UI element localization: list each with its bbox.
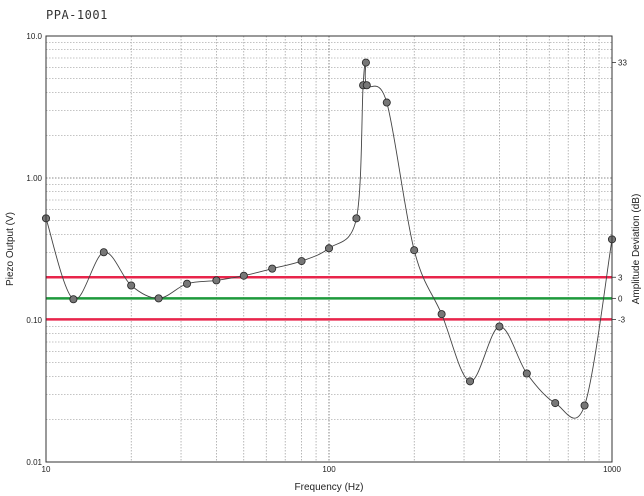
y-tick-label: 0.10 bbox=[26, 316, 42, 325]
data-point bbox=[437, 310, 446, 319]
plot-frame bbox=[45, 35, 613, 463]
data-point bbox=[268, 264, 277, 273]
data-point bbox=[212, 276, 221, 285]
data-point bbox=[361, 58, 370, 67]
y2-tick-label: -3 bbox=[618, 315, 626, 324]
data-point bbox=[352, 214, 361, 223]
data-point bbox=[297, 257, 306, 266]
y2-tick-label: 33 bbox=[618, 59, 627, 68]
data-point bbox=[495, 322, 504, 331]
data-point bbox=[522, 369, 531, 378]
data-point bbox=[183, 279, 192, 288]
series-points bbox=[42, 58, 617, 410]
data-point bbox=[410, 246, 419, 255]
data-point bbox=[154, 294, 163, 303]
data-point bbox=[382, 98, 391, 107]
reference-lines bbox=[46, 276, 612, 321]
x-tick-label: 100 bbox=[322, 465, 336, 474]
data-point bbox=[466, 377, 475, 386]
x-tick-label: 1000 bbox=[603, 465, 621, 474]
data-point bbox=[127, 281, 136, 290]
x-tick-label: 10 bbox=[42, 465, 51, 474]
x-axis-label: Frequency (Hz) bbox=[295, 482, 364, 493]
chart-title: PPA-1001 bbox=[46, 8, 108, 22]
y2-tick-label: 3 bbox=[618, 273, 623, 282]
y-tick-label: 10.0 bbox=[26, 32, 42, 41]
data-point bbox=[69, 295, 78, 304]
y-tick-label: 1.00 bbox=[26, 174, 42, 183]
data-point bbox=[580, 401, 589, 410]
y2-axis-label: Amplitude Deviation (dB) bbox=[631, 194, 642, 305]
data-point bbox=[551, 399, 560, 408]
data-point bbox=[239, 271, 248, 280]
data-point bbox=[99, 248, 108, 257]
y-tick-label: 0.01 bbox=[26, 458, 42, 467]
data-point bbox=[362, 81, 371, 90]
y-axis-label: Piezo Output (V) bbox=[5, 212, 16, 286]
data-point bbox=[324, 244, 333, 253]
y2-tick-label: 0 bbox=[618, 294, 623, 303]
